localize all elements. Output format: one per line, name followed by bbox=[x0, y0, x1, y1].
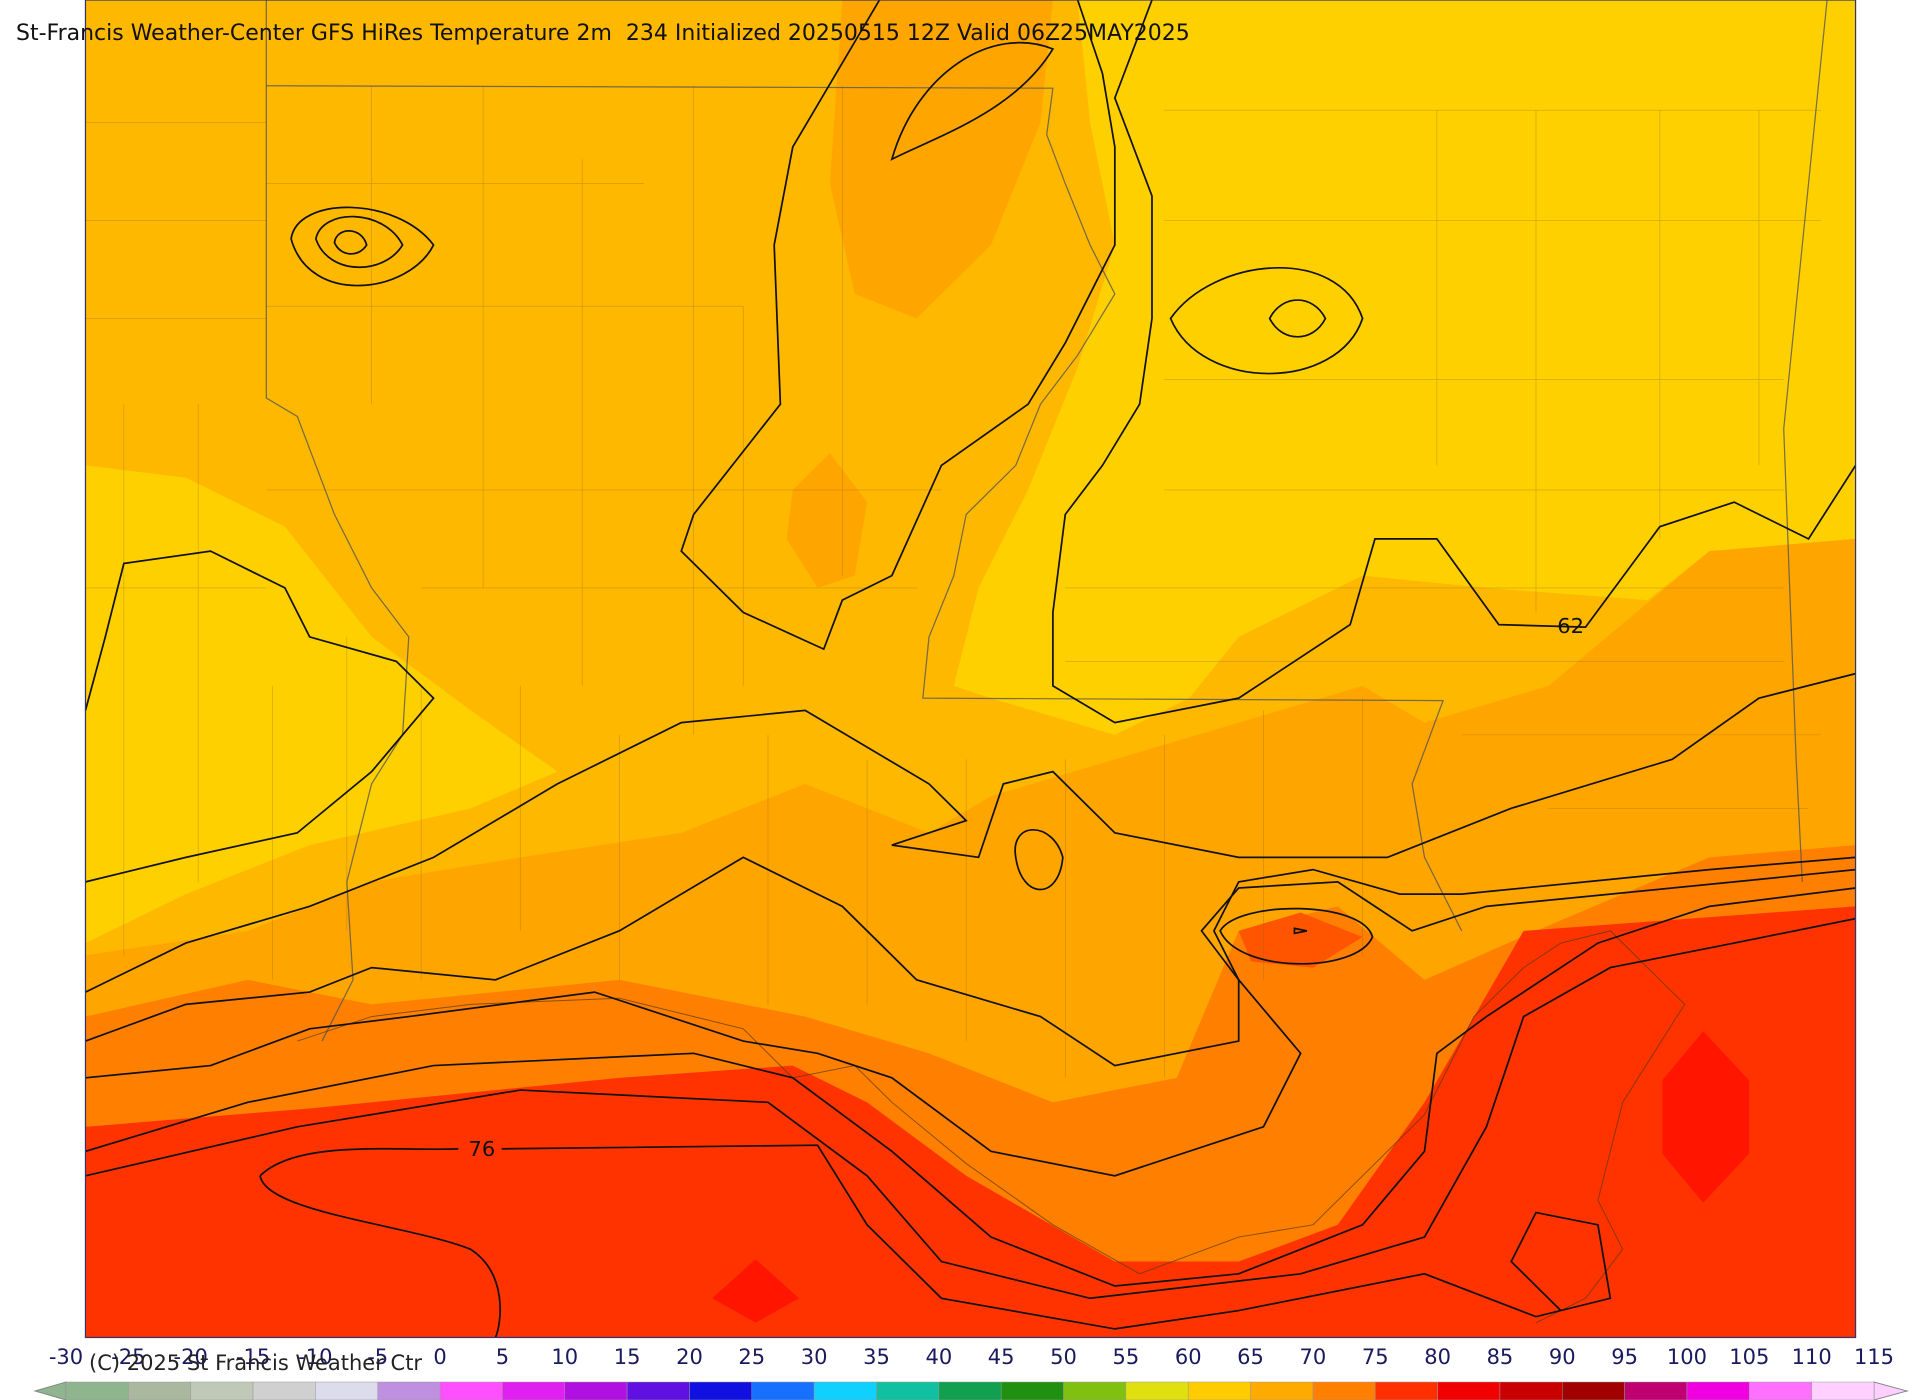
colorbar: -30 -25 -20 -15 -10 -5 0 5 10 15 20 25 30 35 40 45 50 55 6… bbox=[33, 1345, 1909, 1400]
colorbar-tick-label: 80 bbox=[1424, 1345, 1451, 1369]
temp-zone bbox=[1662, 1031, 1750, 1203]
colorbar-segment bbox=[564, 1381, 628, 1400]
colorbar-tick-label: 0 bbox=[433, 1345, 446, 1369]
colorbar-tick-label: 65 bbox=[1237, 1345, 1264, 1369]
temp-zone bbox=[786, 453, 868, 588]
colorbar-tick-label: -25 bbox=[111, 1345, 145, 1369]
state-lines bbox=[265, 0, 1828, 1042]
colorbar-tick-label: 85 bbox=[1487, 1345, 1514, 1369]
colorbar-tick-label: 5 bbox=[496, 1345, 509, 1369]
map: 62 76 bbox=[84, 0, 1857, 1339]
colorbar-segment bbox=[1562, 1381, 1625, 1400]
colorbar-segment bbox=[128, 1381, 191, 1400]
colorbar-tick-label: 110 bbox=[1792, 1345, 1832, 1369]
colorbar-segment bbox=[1374, 1381, 1438, 1400]
colorbar-segment bbox=[1000, 1381, 1064, 1400]
colorbar-tick-label: -15 bbox=[236, 1345, 270, 1369]
copyright: (C) 2025 St Francis Weather Ctr bbox=[89, 1351, 422, 1375]
colorbar-segment bbox=[190, 1381, 254, 1400]
contour-label: 76 bbox=[468, 1137, 495, 1161]
colorbar-tick-label: 20 bbox=[676, 1345, 703, 1369]
colorbar-segment bbox=[813, 1381, 877, 1400]
temp-zone bbox=[1238, 912, 1363, 968]
colorbar-tick-label: 90 bbox=[1549, 1345, 1576, 1369]
contour-label: 62 bbox=[1557, 614, 1584, 638]
colorbar-tick-label: 50 bbox=[1050, 1345, 1077, 1369]
colorbar-segment bbox=[938, 1381, 1002, 1400]
colorbar-segment bbox=[1749, 1381, 1812, 1400]
colorbar-segment bbox=[1125, 1381, 1189, 1400]
colorbar-end bbox=[1873, 1381, 1909, 1400]
colorbar-tick-label: 45 bbox=[988, 1345, 1015, 1369]
county-lines bbox=[85, 85, 1821, 1078]
temp-zone bbox=[829, 0, 1053, 319]
title: St-Francis Weather-Center GFS HiRes Temp… bbox=[16, 21, 1190, 46]
colorbar-segment bbox=[876, 1381, 940, 1400]
colorbar-segment bbox=[1437, 1381, 1501, 1400]
colorbar-tick-label: 10 bbox=[551, 1345, 578, 1369]
colorbar-segment bbox=[1624, 1381, 1688, 1400]
map-frame bbox=[84, 0, 1857, 1339]
colorbar-segment bbox=[502, 1381, 566, 1400]
colorbar-segment bbox=[439, 1381, 503, 1400]
colorbar-tick-label: -10 bbox=[298, 1345, 332, 1369]
colorbar-segment bbox=[252, 1381, 316, 1400]
colorbar-tick-label: -5 bbox=[367, 1345, 388, 1369]
temp-zone bbox=[85, 906, 1856, 1338]
colorbar-tick-label: 95 bbox=[1611, 1345, 1638, 1369]
colorbar-segment bbox=[1686, 1381, 1750, 1400]
colorbar-tick-label: 35 bbox=[863, 1345, 890, 1369]
colorbar-end bbox=[33, 1381, 67, 1400]
colorbar-segment bbox=[1187, 1381, 1251, 1400]
colorbar-tick-label: 115 bbox=[1854, 1345, 1894, 1369]
colorbar-tick-label: 105 bbox=[1729, 1345, 1769, 1369]
colorbar-segment bbox=[689, 1381, 753, 1400]
contour-lines bbox=[84, 0, 1857, 1338]
colorbar-tick-label: 25 bbox=[738, 1345, 765, 1369]
colorbar-tick-label: 75 bbox=[1362, 1345, 1389, 1369]
colorbar-tick-label: -20 bbox=[174, 1345, 208, 1369]
colorbar-tick-label: -30 bbox=[49, 1345, 83, 1369]
colorbar-tick-label: 60 bbox=[1175, 1345, 1202, 1369]
colorbar-segment bbox=[1499, 1381, 1563, 1400]
colorbar-tick-label: 40 bbox=[925, 1345, 952, 1369]
colorbar-segment bbox=[1312, 1381, 1376, 1400]
colorbar-tick-label: 55 bbox=[1112, 1345, 1139, 1369]
colorbar-segment bbox=[626, 1381, 690, 1400]
colorbar-segment bbox=[1811, 1381, 1875, 1400]
temp-zone bbox=[953, 0, 1856, 735]
temp-zone bbox=[712, 1259, 799, 1323]
colorbar-tick-label: 70 bbox=[1300, 1345, 1327, 1369]
colorbar-segment bbox=[65, 1381, 129, 1400]
colorbar-tick-label: 100 bbox=[1667, 1345, 1707, 1369]
colorbar-tick-label: 15 bbox=[614, 1345, 641, 1369]
colorbar-tick-label: 30 bbox=[801, 1345, 828, 1369]
colorbar-segment bbox=[315, 1381, 378, 1400]
colorbar-segment bbox=[1250, 1381, 1314, 1400]
temp-zone bbox=[85, 465, 558, 944]
colorbar-segment bbox=[1063, 1381, 1127, 1400]
colorbar-segment bbox=[377, 1381, 441, 1400]
colorbar-segment bbox=[751, 1381, 815, 1400]
